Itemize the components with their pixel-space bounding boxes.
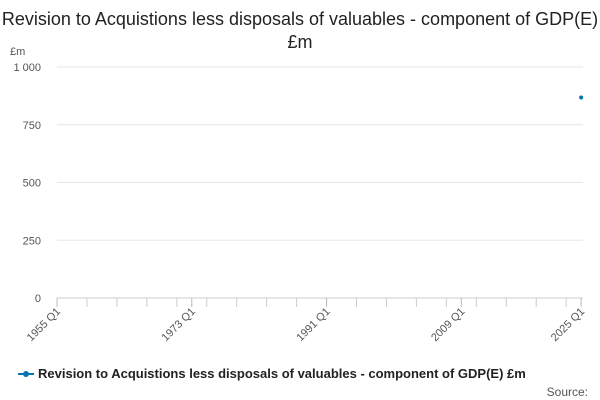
- x-tick-label: 2025 Q1: [549, 306, 587, 344]
- y-tick-label: 1 000: [13, 62, 41, 74]
- y-tick-label: 750: [23, 120, 41, 132]
- x-tick-label: 1955 Q1: [25, 306, 63, 344]
- y-tick-label: 500: [23, 178, 41, 190]
- legend-line-marker-icon: [18, 370, 34, 377]
- x-tick-label: 1991 Q1: [294, 306, 332, 344]
- x-tick-label: 1973 Q1: [160, 306, 198, 344]
- x-tick-label: 2009 Q1: [429, 306, 467, 344]
- chart-title: Revision to Acquistions less disposals o…: [1, 9, 599, 52]
- data-point: [579, 95, 584, 100]
- source-label: Source:: [546, 385, 588, 399]
- y-tick-label: 250: [23, 235, 41, 247]
- legend-series-label: Revision to Acquistions less disposals o…: [38, 366, 526, 381]
- chart-legend[interactable]: Revision to Acquistions less disposals o…: [18, 366, 526, 381]
- y-axis-unit-label: £m: [10, 46, 26, 58]
- y-tick-label: 0: [35, 293, 41, 305]
